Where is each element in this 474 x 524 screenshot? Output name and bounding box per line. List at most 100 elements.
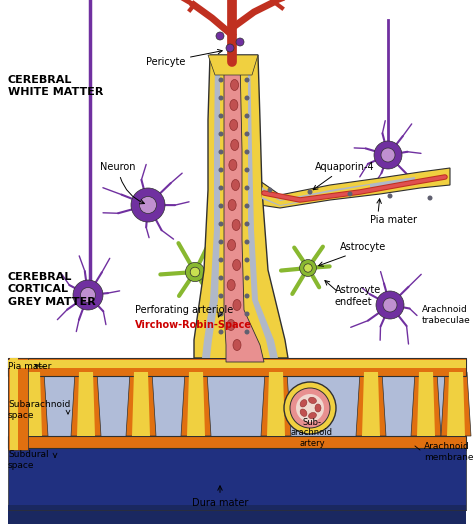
Polygon shape <box>71 372 101 436</box>
Circle shape <box>219 168 224 172</box>
Polygon shape <box>267 372 285 436</box>
Circle shape <box>190 267 200 277</box>
Circle shape <box>73 280 103 310</box>
Circle shape <box>304 264 312 272</box>
Polygon shape <box>262 177 415 206</box>
Circle shape <box>267 188 273 192</box>
Circle shape <box>381 148 395 162</box>
Polygon shape <box>208 55 258 75</box>
Ellipse shape <box>300 409 307 417</box>
Circle shape <box>245 132 249 136</box>
Ellipse shape <box>230 119 237 130</box>
Circle shape <box>245 95 249 101</box>
Circle shape <box>219 257 224 263</box>
Circle shape <box>245 114 249 118</box>
Polygon shape <box>411 372 441 436</box>
Ellipse shape <box>233 340 241 351</box>
Circle shape <box>219 311 224 316</box>
Circle shape <box>236 38 244 46</box>
Circle shape <box>219 222 224 226</box>
Polygon shape <box>260 168 450 208</box>
Circle shape <box>245 149 249 155</box>
Polygon shape <box>417 372 435 436</box>
Circle shape <box>131 188 165 222</box>
Circle shape <box>245 60 249 64</box>
Circle shape <box>374 141 402 169</box>
Circle shape <box>376 291 404 319</box>
Polygon shape <box>8 358 28 450</box>
Circle shape <box>245 222 249 226</box>
Text: Pia mater: Pia mater <box>8 362 51 371</box>
Ellipse shape <box>309 397 316 403</box>
Ellipse shape <box>230 80 238 91</box>
Text: Arachnoid
trabeculae: Arachnoid trabeculae <box>422 305 471 325</box>
Circle shape <box>296 394 324 422</box>
Text: Astrocyte
endfeet: Astrocyte endfeet <box>335 285 381 307</box>
Polygon shape <box>210 55 270 358</box>
Circle shape <box>245 203 249 209</box>
Text: Astrocyte: Astrocyte <box>340 242 386 252</box>
Circle shape <box>245 276 249 280</box>
Ellipse shape <box>229 159 237 170</box>
Circle shape <box>219 239 224 245</box>
Ellipse shape <box>227 320 235 331</box>
Ellipse shape <box>228 200 236 211</box>
Polygon shape <box>24 372 42 436</box>
Polygon shape <box>126 372 156 436</box>
Circle shape <box>185 263 205 281</box>
Ellipse shape <box>232 220 240 231</box>
Polygon shape <box>187 372 205 436</box>
Text: Aquaporin-4: Aquaporin-4 <box>313 162 374 190</box>
Circle shape <box>219 78 224 82</box>
Circle shape <box>245 185 249 191</box>
Ellipse shape <box>228 239 236 250</box>
Ellipse shape <box>315 404 321 412</box>
Polygon shape <box>441 372 471 436</box>
Polygon shape <box>8 360 466 368</box>
Polygon shape <box>8 505 466 524</box>
Polygon shape <box>8 436 466 448</box>
Text: Virchow-Robin-Space: Virchow-Robin-Space <box>135 320 252 330</box>
Circle shape <box>347 191 353 196</box>
Polygon shape <box>261 372 291 436</box>
Circle shape <box>219 330 224 334</box>
Polygon shape <box>447 372 465 436</box>
Text: Perforating arteriole: Perforating arteriole <box>135 305 233 315</box>
Text: Dura mater: Dura mater <box>192 486 248 508</box>
Circle shape <box>219 293 224 299</box>
Circle shape <box>219 114 224 118</box>
Ellipse shape <box>300 400 307 407</box>
Circle shape <box>219 185 224 191</box>
Circle shape <box>284 382 336 434</box>
Circle shape <box>245 78 249 82</box>
Ellipse shape <box>309 412 316 419</box>
Circle shape <box>245 168 249 172</box>
Text: Subarachnoid
space: Subarachnoid space <box>8 400 70 420</box>
Circle shape <box>245 239 249 245</box>
Circle shape <box>139 196 156 213</box>
Circle shape <box>219 276 224 280</box>
Polygon shape <box>181 372 211 436</box>
Polygon shape <box>18 372 48 436</box>
Polygon shape <box>132 372 150 436</box>
Circle shape <box>219 203 224 209</box>
Polygon shape <box>8 358 466 376</box>
Polygon shape <box>202 55 278 358</box>
Circle shape <box>245 257 249 263</box>
Circle shape <box>388 193 392 199</box>
Text: Sub-
arachnoid
artery: Sub- arachnoid artery <box>291 418 333 448</box>
Circle shape <box>300 259 317 276</box>
Circle shape <box>219 60 224 64</box>
Circle shape <box>219 95 224 101</box>
Ellipse shape <box>231 139 239 150</box>
Circle shape <box>219 149 224 155</box>
Ellipse shape <box>227 279 235 290</box>
Circle shape <box>245 293 249 299</box>
Ellipse shape <box>233 300 241 311</box>
Circle shape <box>428 195 432 201</box>
Circle shape <box>226 44 234 52</box>
Polygon shape <box>362 372 380 436</box>
Text: CEREBRAL
WHITE MATTER: CEREBRAL WHITE MATTER <box>8 75 103 97</box>
Ellipse shape <box>231 180 239 191</box>
Polygon shape <box>10 358 18 450</box>
